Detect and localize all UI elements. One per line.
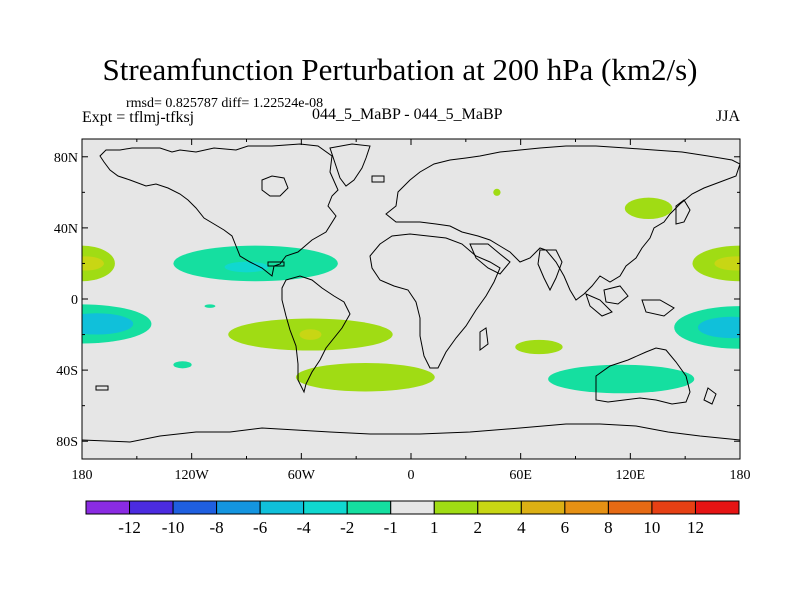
x-tick-label: 60E (509, 468, 532, 483)
colorbar-swatch (694, 500, 740, 515)
field-region-southern-indian-low (548, 364, 695, 394)
coastlines (82, 143, 740, 443)
colorbar-label: -1 (384, 518, 398, 537)
colorbar-swatch (172, 500, 218, 515)
colorbar-label: 8 (604, 518, 613, 537)
colorbar-label: -2 (340, 518, 354, 537)
y-tick-label: 40S (56, 364, 78, 379)
y-tick-label: 80N (54, 151, 78, 166)
colorbar-swatch (259, 500, 305, 515)
coastline-borneo (603, 285, 629, 305)
field-region-south-pacific-low-east-core (697, 316, 740, 339)
x-tick-label: 60W (288, 468, 316, 483)
colorbar: -12 -10 -8 -6 -4 -2 -1 1 2 4 6 8 10 12 (85, 500, 740, 537)
x-axis: 180 120W 60W 0 60E 120E 180 (72, 139, 751, 483)
field-region-small-central-asia-high (493, 188, 501, 196)
coastline-arabia (469, 243, 511, 275)
coastline-antarctica (82, 423, 740, 443)
coastline-new-guinea (641, 299, 675, 317)
field-region-dateline-high-north-core (82, 256, 104, 271)
field-region-small-pacific-low (173, 361, 192, 369)
coastline-japan (675, 199, 691, 225)
y-tick-label: 40N (54, 222, 78, 237)
colorbar-swatch (651, 500, 696, 515)
colorbar-swatch (477, 500, 522, 515)
x-tick-label: 120W (175, 468, 210, 483)
colorbar-swatch (433, 500, 479, 515)
coastline-madagascar (479, 327, 489, 351)
colorbar-label: -4 (297, 518, 312, 537)
coastline-australia (595, 347, 691, 405)
field-region-asia-high (624, 197, 673, 219)
field-region-south-pacific-low-core (82, 313, 134, 335)
coastline-new-zealand (703, 387, 717, 405)
colorbar-label: 10 (643, 518, 660, 537)
field-layer (82, 188, 740, 394)
field-region-south-america-atlantic-high-core (299, 329, 322, 340)
colorbar-label: 2 (474, 518, 483, 537)
coastline-sumatra (585, 293, 613, 317)
coastline-iceland (371, 175, 385, 183)
coastline-greenland (329, 143, 371, 187)
coastline-caribbean (267, 261, 285, 267)
colorbar-swatch (607, 500, 653, 515)
colorbar-label: 6 (561, 518, 570, 537)
season-label: JJA (716, 108, 741, 125)
center-label: 044_5_MaBP - 044_5_MaBP (312, 106, 503, 123)
y-tick-label: 0 (71, 293, 78, 308)
colorbar-label: 4 (517, 518, 526, 537)
field-region-north-pacific-low-core (224, 261, 269, 273)
colorbar-swatch (564, 500, 609, 515)
x-tick-label: 180 (730, 468, 751, 483)
field-region-indian-ocean-high (515, 339, 563, 355)
y-tick-label: 80S (56, 435, 78, 450)
field-region-dateline-high-north-east-core (714, 256, 740, 271)
colorbar-label: 12 (687, 518, 704, 537)
map-background (82, 139, 740, 459)
coastline-hudson-bay (261, 175, 289, 197)
colorbar-swatch (303, 500, 348, 515)
x-tick-label: 0 (408, 468, 415, 483)
colorbar-label: 1 (430, 518, 439, 537)
y-axis: 80N 40N 0 40S 80S (54, 151, 740, 450)
x-tick-label: 120E (616, 468, 646, 483)
coastline-eurasia (385, 145, 740, 301)
x-tick-label: 180 (72, 468, 93, 483)
colorbar-swatch (520, 500, 566, 515)
coastline-south-america (281, 275, 351, 394)
colorbar-label: -8 (210, 518, 224, 537)
coastline-hawaii (95, 385, 109, 391)
plot-title: Streamfunction Perturbation at 200 hPa (… (102, 52, 698, 87)
field-region-small-equatorial-low (204, 304, 216, 308)
field-region-south-atlantic-high-band (295, 363, 435, 392)
colorbar-swatch (129, 500, 174, 515)
colorbar-label: -10 (162, 518, 185, 537)
colorbar-swatch (390, 500, 435, 515)
colorbar-label: -6 (253, 518, 267, 537)
colorbar-swatch (216, 500, 261, 515)
coastline-africa (369, 233, 501, 369)
colorbar-swatch (85, 500, 131, 515)
experiment-label: Expt = tflmj-tfksj (82, 109, 195, 126)
coastline-north-america (99, 143, 339, 277)
coastline-india (537, 249, 563, 292)
colorbar-swatch (346, 500, 392, 515)
colorbar-label: -12 (118, 518, 141, 537)
rmsd-diff-label: rmsd= 0.825787 diff= 1.22524e-08 (126, 96, 324, 111)
